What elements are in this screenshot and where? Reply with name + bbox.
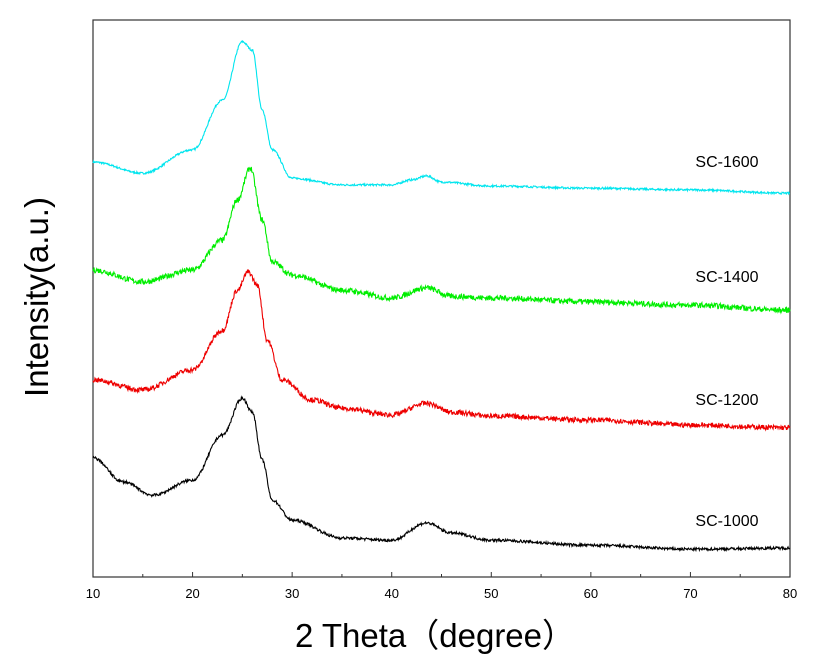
- series-label-sc-1200: SC-1200: [695, 392, 758, 409]
- x-tick-label: 30: [285, 586, 299, 601]
- series-line-sc-1200: [92, 268, 791, 432]
- series-line-sc-1600: [92, 39, 791, 196]
- series-line-sc-1000: [92, 395, 791, 553]
- series-labels: SC-1600 SC-1400 SC-1200 SC-1000: [695, 154, 758, 530]
- x-axis-ticks: 10 20 30 40 50 60 70 80: [86, 572, 797, 601]
- series-label-sc-1400: SC-1400: [695, 269, 758, 286]
- x-tick-label: 50: [484, 586, 498, 601]
- series-layer: [92, 39, 791, 553]
- plot-frame: [92, 19, 791, 578]
- x-tick-label: 10: [86, 586, 100, 601]
- series-line-sc-1400: [92, 166, 791, 315]
- series-label-sc-1000: SC-1000: [695, 513, 758, 530]
- series-label-sc-1600: SC-1600: [695, 154, 758, 171]
- y-axis-title: Intensity(a.u.): [18, 197, 55, 397]
- x-tick-label: 70: [683, 586, 697, 601]
- x-tick-label: 20: [185, 586, 199, 601]
- x-tick-label: 40: [384, 586, 398, 601]
- x-tick-label: 80: [783, 586, 797, 601]
- x-tick-label: 60: [584, 586, 598, 601]
- x-axis-title: 2 Theta（degree）: [295, 617, 575, 654]
